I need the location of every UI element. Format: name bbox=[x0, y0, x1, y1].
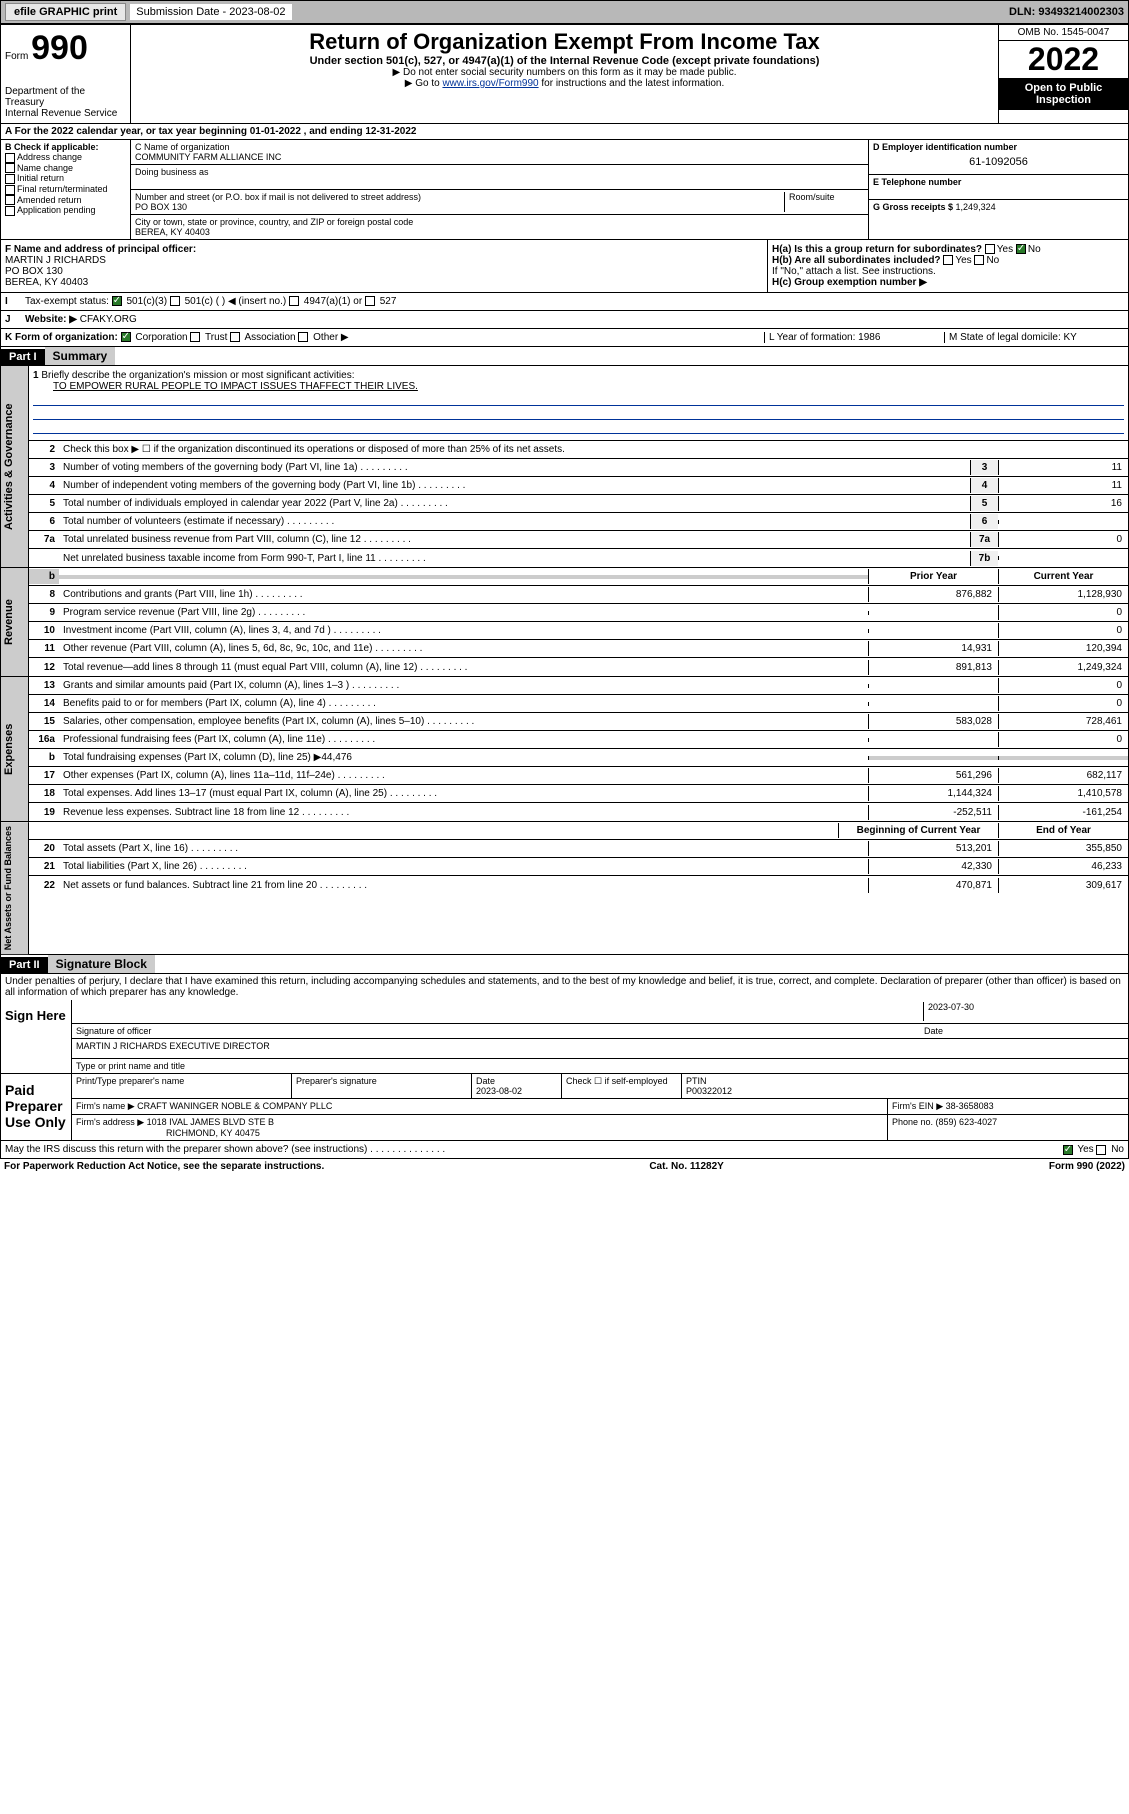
efile-button[interactable]: efile GRAPHIC print bbox=[5, 3, 126, 21]
col-d-ein: D Employer identification number 61-1092… bbox=[868, 140, 1128, 239]
form-header: Form 990 Department of the TreasuryInter… bbox=[0, 24, 1129, 124]
page-footer: For Paperwork Reduction Act Notice, see … bbox=[0, 1159, 1129, 1174]
part1-expenses: Expenses 13Grants and similar amounts pa… bbox=[0, 677, 1129, 822]
block-bcde: B Check if applicable: Address change Na… bbox=[0, 140, 1129, 240]
top-toolbar: efile GRAPHIC print Submission Date - 20… bbox=[0, 0, 1129, 24]
part1-header: Part ISummary bbox=[0, 347, 1129, 366]
form-prefix: Form bbox=[5, 51, 28, 62]
col-c-org: C Name of organization COMMUNITY FARM AL… bbox=[131, 140, 868, 239]
part1-revenue: Revenue b Prior Year Current Year 8Contr… bbox=[0, 568, 1129, 677]
section-fgh: F Name and address of principal officer:… bbox=[0, 240, 1129, 293]
omb-number: OMB No. 1545-0047 bbox=[999, 25, 1128, 41]
form-subtitle: Under section 501(c), 527, or 4947(a)(1)… bbox=[139, 55, 990, 67]
link-note: ▶ Go to www.irs.gov/Form990 for instruct… bbox=[139, 78, 990, 89]
form-number: 990 bbox=[31, 29, 88, 67]
part1-governance: Activities & Governance 1 Briefly descri… bbox=[0, 366, 1129, 568]
col-b-checkboxes: B Check if applicable: Address change Na… bbox=[1, 140, 131, 239]
submission-date: Submission Date - 2023-08-02 bbox=[130, 4, 291, 20]
dln-label: DLN: 93493214002303 bbox=[1009, 6, 1124, 18]
open-public: Open to Public Inspection bbox=[999, 78, 1128, 110]
discuss-row: May the IRS discuss this return with the… bbox=[0, 1141, 1129, 1159]
part2-header: Part IISignature Block bbox=[0, 955, 1129, 974]
penalty-text: Under penalties of perjury, I declare th… bbox=[0, 974, 1129, 1000]
dept-treasury: Department of the TreasuryInternal Reven… bbox=[5, 86, 126, 119]
row-i: I Tax-exempt status: 501(c)(3) 501(c) ( … bbox=[0, 293, 1129, 311]
paid-preparer-block: Paid Preparer Use Only Print/Type prepar… bbox=[0, 1074, 1129, 1141]
part1-netassets: Net Assets or Fund Balances Beginning of… bbox=[0, 822, 1129, 955]
ssn-note: ▶ Do not enter social security numbers o… bbox=[139, 67, 990, 78]
row-k: K Form of organization: Corporation Trus… bbox=[0, 329, 1129, 347]
line-a: A For the 2022 calendar year, or tax yea… bbox=[0, 124, 1129, 140]
sign-here-block: Sign Here 2023-07-30 Signature of office… bbox=[0, 1000, 1129, 1074]
irs-link[interactable]: www.irs.gov/Form990 bbox=[442, 78, 538, 89]
form-title: Return of Organization Exempt From Incom… bbox=[139, 29, 990, 55]
row-j: J Website: ▶ CFAKY.ORG bbox=[0, 311, 1129, 329]
tax-year: 2022 bbox=[999, 41, 1128, 78]
